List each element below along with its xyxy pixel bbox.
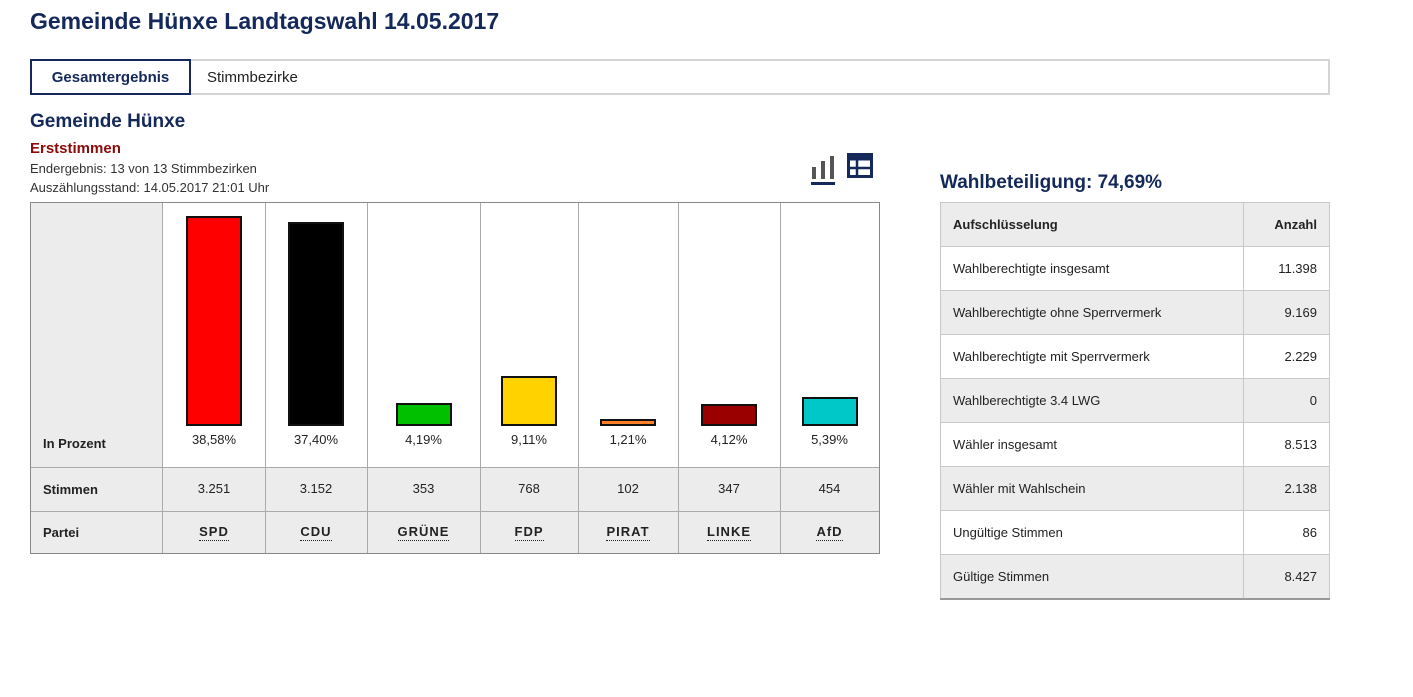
bar-cdu[interactable] (288, 222, 344, 426)
percent-label: 5,39% (811, 432, 848, 447)
percent-label: 4,19% (405, 432, 442, 447)
view-switcher (809, 153, 875, 185)
percent-label: 38,58% (191, 432, 237, 447)
turnout-table: Aufschlüsselung Anzahl Wahlberechtigte i… (940, 202, 1330, 600)
party-link-afd[interactable]: AfD (816, 524, 843, 541)
turnout-heading: Wahlbeteiligung: 74,69% (940, 172, 1163, 193)
party-link-gr-ne[interactable]: GRÜNE (397, 524, 450, 541)
party-cell: FDP (480, 524, 578, 541)
votes-label: 768 (518, 481, 540, 496)
result-status: Endergebnis: 13 von 13 Stimmbezirken (30, 161, 257, 176)
party-link-cdu[interactable]: CDU (300, 524, 332, 541)
table-icon[interactable] (847, 153, 875, 185)
table-row: Gültige Stimmen 8.427 (940, 554, 1330, 599)
party-cell: PIRAT (578, 524, 678, 541)
table-row: Wahlberechtigte ohne Sperrvermerk 9.169 (940, 290, 1330, 335)
party-link-linke[interactable]: LINKE (707, 524, 751, 541)
row-label: Ungültige Stimmen (940, 510, 1244, 555)
row-label: Wahlberechtigte insgesamt (940, 246, 1244, 291)
tab-gesamtergebnis[interactable]: Gesamtergebnis (30, 59, 191, 95)
party-row-band (31, 511, 879, 553)
row-label: Wähler insgesamt (940, 422, 1244, 467)
row-value: 8.513 (1243, 422, 1330, 467)
percent-label: 37,40% (293, 432, 339, 447)
percent-label: 9,11% (511, 432, 547, 447)
divider (31, 467, 879, 468)
votes-label: 3.251 (197, 481, 231, 496)
table-row: Wahlberechtigte 3.4 LWG 0 (940, 378, 1330, 423)
party-link-fdp[interactable]: FDP (514, 524, 544, 541)
row-label: Wahlberechtigte mit Sperrvermerk (940, 334, 1244, 379)
bar-chart-icon[interactable] (809, 153, 837, 185)
page-title: Gemeinde Hünxe Landtagswahl 14.05.2017 (30, 8, 500, 34)
votes-label: 347 (718, 481, 740, 496)
row-header-column (31, 203, 163, 553)
row-value: 86 (1243, 510, 1330, 555)
table-row: Wähler mit Wahlschein 2.138 (940, 466, 1330, 511)
row-value: 0 (1243, 378, 1330, 423)
row-value: 2.229 (1243, 334, 1330, 379)
bar-fdp[interactable] (501, 376, 557, 426)
party-link-pirat[interactable]: PIRAT (606, 524, 650, 541)
row-value: 8.427 (1243, 554, 1330, 599)
votes-label: 3.152 (299, 481, 333, 496)
column-divider (367, 203, 368, 553)
party-cell: SPD (163, 524, 265, 541)
votes-row-label: Stimmen (43, 482, 98, 497)
party-cell: LINKE (678, 524, 780, 541)
column-divider (265, 203, 266, 553)
row-value: 11.398 (1243, 246, 1330, 291)
tab-bar: Gesamtergebnis Stimmbezirke (30, 59, 1330, 95)
table-header-row: Aufschlüsselung Anzahl (940, 202, 1330, 247)
votes-label: 353 (412, 481, 435, 496)
column-header-breakdown: Aufschlüsselung (940, 202, 1244, 247)
bar-pirat[interactable] (600, 419, 656, 426)
column-divider (578, 203, 579, 553)
column-divider (678, 203, 679, 553)
percent-label: 1,21% (609, 432, 647, 447)
bar-afd[interactable] (801, 396, 858, 426)
divider (31, 511, 879, 512)
table-row: Wähler insgesamt 8.513 (940, 422, 1330, 467)
party-cell: AfD (780, 524, 879, 541)
bar-gr-ne[interactable] (395, 403, 452, 426)
tab-stimmbezirke[interactable]: Stimmbezirke (207, 68, 298, 86)
section-title: Gemeinde Hünxe (30, 111, 186, 132)
row-label: Wahlberechtigte ohne Sperrvermerk (940, 290, 1244, 335)
count-status: Auszählungsstand: 14.05.2017 21:01 Uhr (30, 180, 270, 195)
bar-spd[interactable] (186, 216, 242, 426)
party-cell: GRÜNE (367, 524, 480, 541)
result-chart: In Prozent Stimmen Partei 38,58% 3.251 SPD… (30, 202, 880, 554)
row-value: 2.138 (1243, 466, 1330, 511)
votes-label: 454 (818, 481, 841, 496)
table-row: Wahlberechtigte mit Sperrvermerk 2.229 (940, 334, 1330, 379)
row-value: 9.169 (1243, 290, 1330, 335)
party-row-label: Partei (43, 525, 80, 540)
percent-row-label: In Prozent (43, 436, 106, 451)
row-label: Gültige Stimmen (940, 554, 1244, 599)
table-row: Ungültige Stimmen 86 (940, 510, 1330, 555)
bar-linke[interactable] (701, 403, 757, 426)
active-view-indicator (811, 182, 835, 185)
vote-type-subtitle: Erststimmen (30, 140, 121, 157)
column-divider (780, 203, 781, 553)
votes-row-band (31, 467, 879, 511)
row-label: Wähler mit Wahlschein (940, 466, 1244, 511)
column-header-count: Anzahl (1243, 202, 1330, 247)
table-row: Wahlberechtigte insgesamt 11.398 (940, 246, 1330, 291)
party-link-spd[interactable]: SPD (199, 524, 229, 541)
percent-label: 4,12% (710, 432, 748, 447)
row-label: Wahlberechtigte 3.4 LWG (940, 378, 1244, 423)
votes-label: 102 (617, 481, 639, 496)
column-divider (480, 203, 481, 553)
party-cell: CDU (265, 524, 367, 541)
